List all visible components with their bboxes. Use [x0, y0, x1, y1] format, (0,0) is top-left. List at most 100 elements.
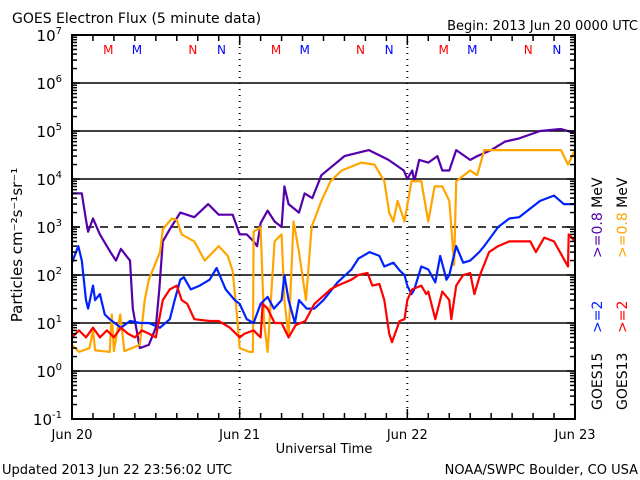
data-point: [508, 217, 511, 220]
top-marker-m: M: [438, 43, 448, 57]
data-point: [199, 284, 201, 287]
data-point: [304, 320, 307, 322]
legend-label: >=0.8: [615, 212, 631, 258]
data-point: [273, 220, 276, 223]
data-point: [448, 299, 451, 301]
data-point: [366, 272, 369, 274]
data-point: [479, 274, 481, 276]
data-point: [373, 163, 376, 166]
y-tick-base: 10: [37, 315, 56, 333]
data-point: [294, 324, 297, 326]
data-point: [563, 203, 565, 205]
legend-entry-0p8mev: >=0.8 MeV: [615, 177, 631, 258]
data-point: [248, 351, 251, 353]
data-point: [171, 217, 173, 220]
data-point: [553, 194, 555, 197]
data-point: [483, 149, 485, 151]
data-point: [439, 255, 441, 257]
y-tick-exponent: 3: [56, 218, 62, 229]
data-point: [208, 278, 211, 281]
data-point: [273, 240, 276, 243]
data-point: [259, 222, 262, 224]
data-point: [266, 307, 269, 310]
data-point: [368, 251, 371, 253]
data-point: [175, 219, 178, 221]
data-point: [259, 303, 262, 305]
data-point: [476, 174, 478, 176]
data-point: [87, 307, 89, 310]
data-point: [229, 326, 231, 329]
data-point: [410, 180, 413, 182]
data-point: [403, 274, 406, 276]
data-point: [179, 278, 182, 281]
y-tick-base: 10: [37, 363, 56, 381]
data-point: [238, 336, 241, 339]
legend: GOES15 >=2 >=0.8 MeV GOES13 >=2 >=0.8 MeV: [590, 177, 631, 410]
data-point: [448, 169, 451, 172]
data-point: [108, 318, 111, 320]
data-point: [445, 278, 448, 281]
y-tick-label: 10-1: [33, 410, 62, 429]
data-point: [497, 245, 499, 247]
data-point: [85, 336, 87, 339]
data-point: [280, 226, 283, 228]
data-point: [553, 240, 555, 243]
data-point: [208, 320, 211, 322]
data-point: [441, 169, 444, 172]
data-point: [420, 265, 423, 268]
data-point: [441, 290, 444, 293]
data-point: [263, 322, 265, 324]
data-point: [455, 284, 458, 287]
data-point: [186, 303, 189, 305]
data-point: [399, 270, 402, 272]
x-tick-label: Jun 22: [386, 428, 428, 443]
data-point: [88, 347, 91, 349]
data-point: [434, 318, 437, 320]
y-tick-base: 10: [37, 75, 56, 93]
y-tick-exponent: 6: [56, 74, 62, 85]
data-point: [427, 161, 430, 164]
data-point: [273, 322, 276, 324]
data-point: [80, 192, 83, 195]
data-point: [78, 351, 80, 353]
top-marker-n: N: [524, 43, 533, 57]
data-point: [455, 149, 458, 151]
data-point: [280, 233, 283, 236]
data-point: [469, 259, 472, 262]
data-point: [94, 299, 96, 301]
data-point: [283, 274, 286, 276]
data-point: [469, 169, 472, 172]
data-point: [159, 326, 161, 329]
data-point: [169, 288, 171, 291]
y-tick-label: 101: [37, 314, 62, 333]
data-point: [508, 149, 511, 151]
top-marker-m: M: [103, 43, 113, 57]
data-point: [138, 347, 141, 349]
data-point: [92, 284, 94, 287]
data-point: [143, 299, 146, 301]
legend-entry-0p8mev: >=0.8 MeV: [590, 177, 606, 258]
data-point: [368, 149, 370, 151]
data-point: [148, 278, 150, 281]
data-point: [233, 299, 236, 301]
top-marker-m: M: [132, 43, 142, 57]
data-point: [134, 336, 136, 339]
data-point: [425, 293, 427, 295]
data-point: [99, 233, 101, 236]
updated-timestamp: Updated 2013 Jun 22 23:56:02 UTC: [2, 463, 232, 478]
y-tick-exponent: 1: [56, 314, 62, 325]
data-point: [169, 318, 171, 320]
data-point: [350, 268, 353, 271]
data-point: [453, 264, 455, 267]
data-point: [207, 203, 210, 205]
data-point: [292, 220, 295, 223]
data-point: [280, 299, 283, 301]
data-point: [310, 226, 313, 228]
data-point: [320, 200, 323, 202]
data-point: [518, 216, 520, 219]
data-point: [567, 233, 570, 236]
data-point: [518, 137, 520, 140]
data-point: [123, 350, 126, 352]
data-point: [245, 318, 248, 320]
